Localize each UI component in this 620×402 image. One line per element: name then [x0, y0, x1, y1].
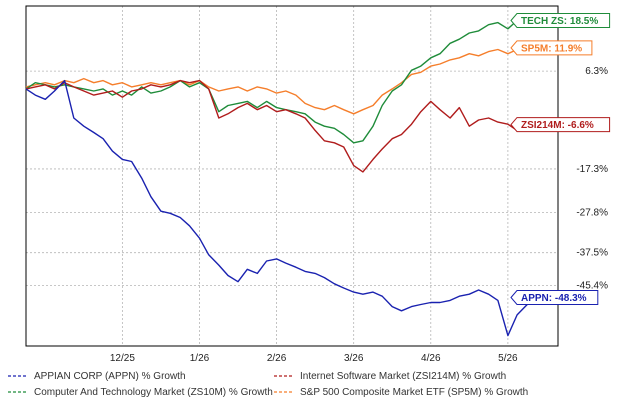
end-tag-appn: APPN: -48.3%: [510, 289, 599, 305]
x-tick-label: 1/26: [190, 353, 210, 364]
y-tick-label: -27.8%: [576, 207, 608, 218]
end-tag-label: APPN: -48.3%: [521, 293, 587, 304]
grid: [26, 6, 558, 346]
x-axis: 12/25 1/26 2/26 3/26 4/26 5/26: [110, 353, 518, 364]
series-line-zsi214m: [25, 79, 556, 173]
series-lines: [25, 15, 556, 337]
y-tick-label: -45.4%: [576, 280, 608, 291]
end-tag-sp5m: SP5M: 11.9%: [510, 40, 593, 56]
x-tick-label: 2/26: [267, 353, 287, 364]
y-tick-label: 6.3%: [585, 66, 608, 77]
end-tag-label: TECH ZS: 18.5%: [521, 16, 598, 27]
x-tick-label: 4/26: [421, 353, 441, 364]
series-line-zs10m: [25, 15, 556, 144]
end-tag-zsi214m: ZSI214M: -6.6%: [510, 117, 611, 133]
legend-item-zs10m: Computer And Technology Market (ZS10M) %…: [8, 387, 273, 398]
end-labels: APPN: -48.3% ZSI214M: -6.6% TECH ZS: 18.5%…: [510, 13, 611, 305]
series-line-sp5m: [25, 46, 556, 115]
legend-label-zs10m: Computer And Technology Market (ZS10M) %…: [34, 387, 273, 398]
y-tick-label: -17.3%: [576, 164, 608, 175]
legend-item-appn: APPIAN CORP (APPN) % Growth: [8, 371, 186, 382]
legend-item-zsi214m: Internet Software Market (ZSI214M) % Gro…: [274, 371, 506, 382]
x-tick-label: 5/26: [498, 353, 518, 364]
x-tick-label: 12/25: [110, 353, 135, 364]
legend-item-sp5m: S&P 500 Composite Market ETF (SP5M) % Gr…: [274, 387, 528, 398]
y-tick-label: -37.5%: [576, 248, 608, 259]
end-tag-label: SP5M: 11.9%: [521, 43, 582, 54]
x-tick-label: 3/26: [344, 353, 364, 364]
legend-label-appn: APPIAN CORP (APPN) % Growth: [34, 371, 186, 382]
legend: APPIAN CORP (APPN) % Growth Internet Sof…: [8, 371, 528, 398]
series-line-appn: [25, 79, 556, 337]
plot-frame: [25, 5, 559, 347]
y-axis: 6.3% -17.3% -27.8% -37.5% -45.4%: [576, 66, 608, 291]
end-tag-zs10m: TECH ZS: 18.5%: [510, 13, 611, 29]
legend-label-zsi214m: Internet Software Market (ZSI214M) % Gro…: [300, 371, 506, 382]
end-tag-label: ZSI214M: -6.6%: [521, 120, 594, 131]
legend-label-sp5m: S&P 500 Composite Market ETF (SP5M) % Gr…: [300, 387, 528, 398]
